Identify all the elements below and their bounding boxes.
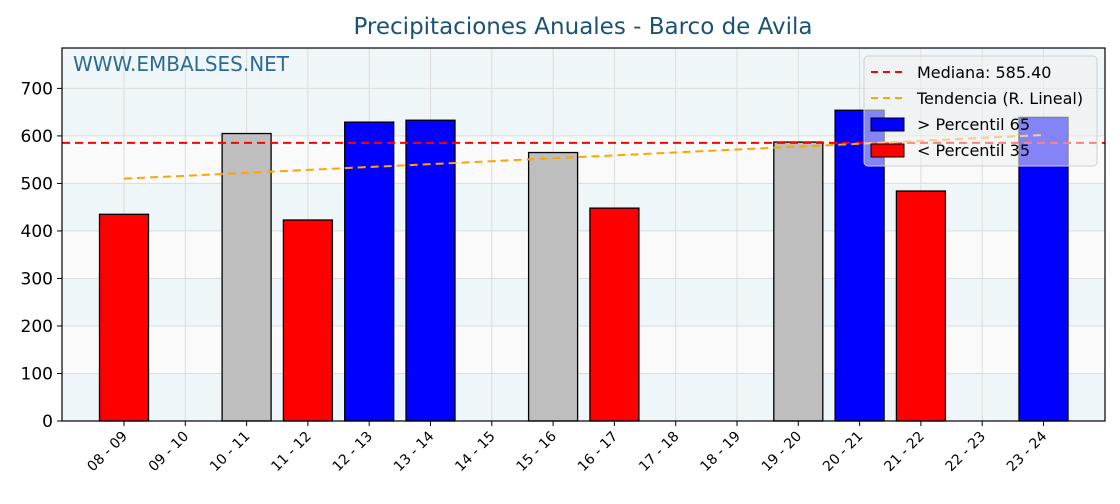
x-tick-label: 21 - 22 bbox=[881, 429, 927, 475]
x-tick-label: 22 - 23 bbox=[943, 429, 989, 475]
y-tick-label: 200 bbox=[21, 317, 53, 337]
x-tick-label: 13 - 14 bbox=[391, 428, 437, 474]
bar-10-11 bbox=[221, 132, 272, 422]
bar-15-16 bbox=[527, 151, 579, 422]
x-tick-label: 12 - 13 bbox=[330, 429, 376, 475]
bar-16-17 bbox=[589, 207, 640, 422]
y-tick-label: 700 bbox=[21, 79, 53, 99]
x-tick-label: 09 - 10 bbox=[146, 429, 192, 475]
legend-box bbox=[863, 55, 1098, 167]
legend-box-swatch bbox=[870, 117, 905, 132]
x-tick-label: 08 - 09 bbox=[84, 429, 130, 475]
bar-21-22 bbox=[895, 190, 947, 422]
x-tick-label: 16 - 17 bbox=[575, 429, 621, 475]
x-tick-label: 18 - 19 bbox=[697, 429, 743, 475]
x-tick-label: 20 - 21 bbox=[820, 429, 866, 475]
legend-box-swatch bbox=[870, 143, 905, 158]
legend-label: Mediana: 585.40 bbox=[917, 63, 1051, 82]
y-tick-label: 500 bbox=[21, 174, 53, 194]
plot-frame bbox=[61, 47, 1106, 422]
background-band bbox=[62, 183, 1105, 231]
y-tick-label: 600 bbox=[21, 127, 53, 147]
y-tick-label: 400 bbox=[21, 222, 53, 242]
background-band bbox=[62, 373, 1105, 421]
bar-23-24 bbox=[1018, 116, 1069, 422]
legend-label: > Percentil 65 bbox=[917, 115, 1030, 134]
x-tick-label: 19 - 20 bbox=[759, 429, 805, 475]
x-tick-label: 17 - 18 bbox=[636, 429, 682, 475]
y-tick-label: 100 bbox=[21, 364, 53, 384]
x-tick-label: 10 - 11 bbox=[207, 429, 253, 475]
bar-19-20 bbox=[773, 141, 824, 422]
background-band bbox=[62, 278, 1105, 326]
x-tick-label: 14 - 15 bbox=[452, 429, 498, 475]
legend: Mediana: 585.40 Tendencia (R. Lineal) > P… bbox=[863, 55, 1098, 167]
legend-label: < Percentil 35 bbox=[917, 141, 1030, 160]
x-tick-label: 23 - 24 bbox=[1004, 428, 1050, 474]
watermark: WWW.EMBALSES.NET bbox=[73, 52, 290, 76]
y-tick-label: 0 bbox=[42, 412, 53, 432]
x-tick-label: 11 - 12 bbox=[268, 429, 314, 475]
bar-13-14 bbox=[405, 119, 456, 422]
x-tick-label: 15 - 16 bbox=[514, 428, 560, 474]
chart-title: Precipitaciones Anuales - Barco de Avila bbox=[353, 14, 812, 40]
bar-08-09 bbox=[98, 213, 150, 422]
legend-label: Tendencia (R. Lineal) bbox=[916, 89, 1083, 108]
y-tick-label: 300 bbox=[21, 269, 53, 289]
bar-11-12 bbox=[282, 219, 334, 422]
bar-12-13 bbox=[344, 121, 395, 422]
